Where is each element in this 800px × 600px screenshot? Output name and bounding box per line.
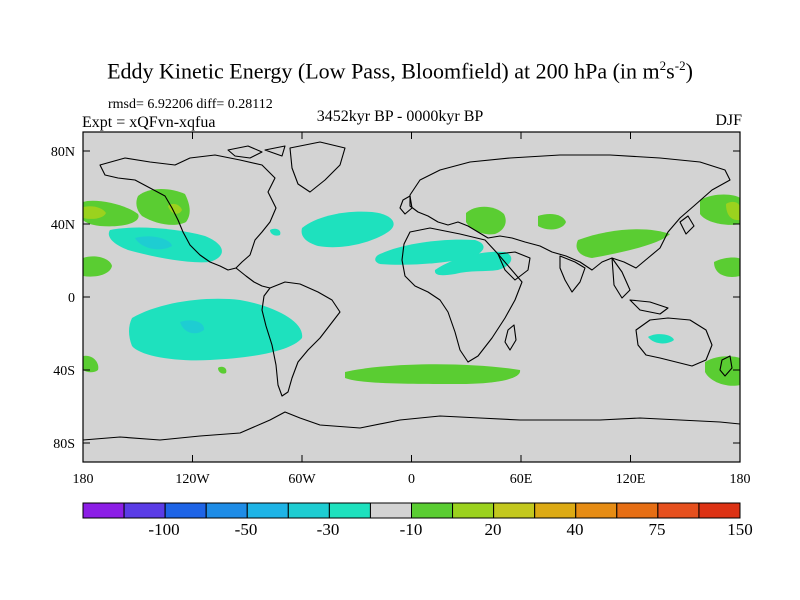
coast-india — [559, 255, 586, 293]
coast-arabia — [497, 251, 531, 281]
anomaly-cyan-north-atlantic — [301, 211, 394, 248]
colorbar-box — [287, 502, 330, 519]
coastlines — [83, 141, 740, 441]
lon-label-60e: 60E — [510, 472, 533, 487]
colorbar-label: -100 — [148, 520, 179, 539]
colorbar-label: 150 — [727, 520, 753, 539]
stats-text: rmsd= 6.92206 diff= 0.28112 — [108, 97, 273, 112]
anomaly-teal-ne-pacific — [135, 236, 172, 250]
coast-greenland — [289, 141, 346, 193]
lon-label-0: 0 — [408, 472, 415, 487]
anomaly-green-w-pacific — [83, 256, 112, 277]
anomaly-green-subtropical-asia — [576, 229, 670, 258]
colorbar-box — [246, 502, 289, 519]
colorbar-box — [164, 502, 207, 519]
coast-australia — [635, 317, 713, 367]
anomaly-green-europe — [466, 206, 506, 235]
period-label: 3452kyr BP - 0000kyr BP — [316, 108, 484, 125]
anomaly-yellowgreen-left — [83, 206, 106, 219]
anomaly-green-southern-ocean — [345, 364, 521, 384]
anomaly-cyan-indian-ocean — [648, 334, 674, 344]
colorbar-label: -10 — [400, 520, 423, 539]
anomaly-green-nw-pacific-right — [700, 194, 740, 225]
colorbar-box — [123, 502, 166, 519]
colorbar-label: -30 — [317, 520, 340, 539]
anomaly-green-south-pacific-left — [83, 355, 99, 373]
coast-antarctica — [83, 411, 740, 441]
lat-label-80s: 80S — [53, 437, 75, 452]
coast-africa — [401, 227, 523, 363]
colorbar-box — [493, 502, 536, 519]
anomaly-fields — [83, 189, 740, 386]
coast-central-america — [235, 267, 271, 289]
lon-label-120e: 120E — [616, 472, 646, 487]
lat-label-40n: 40N — [51, 218, 75, 233]
coast-japan — [679, 215, 695, 235]
season-label: DJF — [715, 112, 742, 129]
colorbar — [82, 502, 741, 519]
coast-south-america — [261, 281, 341, 397]
lat-label-40s: 40S — [53, 364, 75, 379]
anomaly-yellowgreen-right — [726, 201, 740, 221]
colorbar-box — [534, 502, 577, 519]
lon-tick-labels: 180 120W 60W 0 60E 120E 180 — [73, 472, 751, 487]
lat-tick-marks — [83, 150, 740, 444]
anomaly-green-pacific-east — [714, 257, 740, 277]
colorbar-box — [411, 502, 454, 519]
colorbar-box — [698, 502, 741, 519]
colorbar-box — [452, 502, 495, 519]
experiment-label: Expt = xQFvn-xqfua — [82, 114, 216, 131]
lat-label-0: 0 — [68, 291, 75, 306]
coast-southeast-asia — [611, 257, 669, 315]
colorbar-labels: -100 -50 -30 -10 20 40 75 150 — [148, 520, 752, 539]
lon-tick-marks — [82, 132, 741, 462]
anomaly-cyan-small-atlantic — [270, 228, 281, 236]
colorbar-label: 40 — [567, 520, 584, 539]
colorbar-label: 20 — [485, 520, 502, 539]
colorbar-box — [82, 502, 125, 519]
colorbar-label: 75 — [649, 520, 666, 539]
colorbar-box — [616, 502, 659, 519]
colorbar-box — [657, 502, 700, 519]
lat-label-80n: 80N — [51, 145, 75, 160]
colorbar-box — [575, 502, 618, 519]
coast-uk — [399, 195, 413, 215]
anomaly-teal-south-pacific — [180, 320, 205, 334]
anomaly-cyan-middle-east — [434, 251, 512, 276]
lon-label-180w: 180 — [73, 472, 94, 487]
lon-label-60w: 60W — [288, 472, 316, 487]
colorbar-box — [369, 502, 413, 519]
coast-madagascar — [504, 324, 517, 351]
anomaly-cyan-south-pacific — [129, 298, 303, 361]
coast-north-america — [99, 154, 277, 271]
lon-label-180e: 180 — [730, 472, 751, 487]
coast-arctic-islands — [227, 145, 286, 159]
chart-title: Eddy Kinetic Energy (Low Pass, Bloomfiel… — [107, 58, 693, 84]
lat-tick-labels: 80N 40N 0 40S 80S — [51, 145, 75, 452]
colorbar-box — [328, 502, 371, 519]
anomaly-green-asia — [538, 214, 566, 230]
colorbar-box — [205, 502, 248, 519]
map-background — [83, 132, 740, 462]
anomaly-green-small-pacific — [218, 366, 227, 374]
lon-label-120w: 120W — [175, 472, 210, 487]
colorbar-label: -50 — [235, 520, 258, 539]
coast-new-zealand — [719, 355, 733, 377]
